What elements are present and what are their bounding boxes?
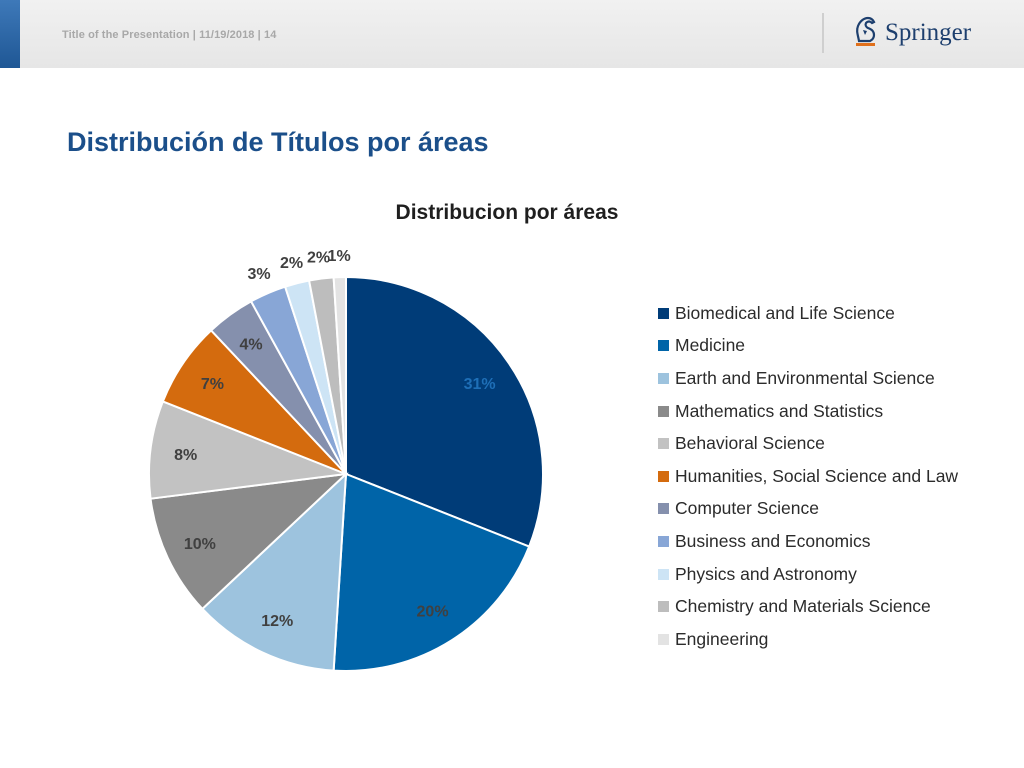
pie-label-5: 7% (201, 376, 224, 393)
legend-label-1: Medicine (675, 335, 746, 356)
legend-item-1: Medicine (658, 330, 958, 363)
pie-slice-3 (149, 472, 349, 611)
legend-swatch-1 (658, 340, 669, 352)
legend-item-4: Behavioral Science (658, 427, 958, 460)
chart-legend: Biomedical and Life Science Medicine Earth… (658, 297, 958, 656)
pie-slice-0 (345, 275, 544, 548)
springer-logo: Springer (852, 15, 976, 51)
legend-swatch-3 (658, 405, 669, 417)
legend-label-6: Computer Science (675, 498, 819, 519)
pie-label-4: 8% (174, 447, 197, 464)
legend-swatch-5 (658, 470, 669, 482)
legend-label-0: Biomedical and Life Science (675, 302, 895, 323)
pie-label-9: 2% (307, 250, 330, 267)
legend-swatch-10 (658, 633, 669, 645)
pie-label-6: 4% (239, 336, 262, 353)
legend-swatch-2 (658, 372, 669, 384)
legend-label-2: Earth and Environmental Science (675, 367, 935, 388)
legend-item-9: Chemistry and Materials Science (658, 590, 958, 623)
legend-swatch-9 (658, 601, 669, 613)
chart-title: Distribucion por áreas (395, 201, 619, 224)
pie-label-3: 10% (184, 536, 216, 553)
legend-item-10: Engineering (658, 623, 958, 656)
legend-swatch-8 (658, 568, 669, 580)
legend-item-6: Computer Science (658, 493, 958, 526)
legend-swatch-4 (658, 438, 669, 450)
legend-label-8: Physics and Astronomy (675, 563, 857, 584)
header-accent-bar (0, 0, 20, 68)
legend-item-3: Mathematics and Statistics (658, 395, 958, 428)
header-divider (822, 13, 824, 53)
pie-slice-10 (332, 275, 347, 475)
legend-swatch-6 (658, 503, 669, 515)
pie-label-8: 2% (280, 255, 303, 272)
pie-slice-1 (332, 472, 531, 672)
legend-item-8: Physics and Astronomy (658, 558, 958, 591)
pie-label-10: 1% (328, 248, 351, 265)
legend-label-9: Chemistry and Materials Science (675, 596, 931, 617)
pie-label-0: 31% (464, 376, 496, 393)
legend-label-5: Humanities, Social Science and Law (675, 465, 959, 486)
legend-item-0: Biomedical and Life Science (658, 297, 958, 330)
pie-label-7: 3% (247, 266, 270, 283)
legend-swatch-0 (658, 307, 669, 319)
slide-header (0, 0, 1024, 68)
legend-label-10: Engineering (675, 628, 769, 649)
springer-horse-icon (856, 16, 876, 46)
pie-slice-2 (200, 471, 348, 672)
legend-item-2: Earth and Environmental Science (658, 362, 958, 395)
legend-item-5: Humanities, Social Science and Law (658, 460, 958, 493)
legend-label-7: Business and Economics (675, 530, 871, 551)
pie-slice-4 (148, 400, 347, 500)
legend-label-4: Behavioral Science (675, 433, 825, 454)
legend-swatch-7 (658, 535, 669, 547)
slide-footer-text: Title of the Presentation | 11/19/2018 |… (62, 29, 277, 41)
legend-label-3: Mathematics and Statistics (675, 400, 884, 421)
logo-wordmark: Springer (885, 19, 972, 46)
pie-label-1: 20% (417, 603, 449, 620)
legend-item-7: Business and Economics (658, 525, 958, 558)
pie-label-2: 12% (261, 613, 293, 630)
page-title: Distribución de Títulos por áreas (67, 127, 489, 157)
